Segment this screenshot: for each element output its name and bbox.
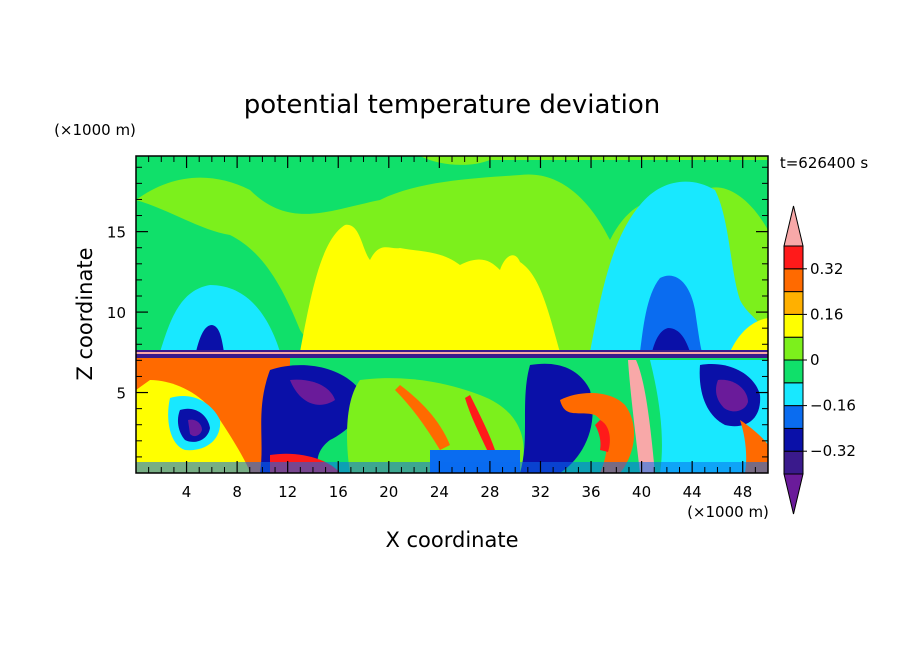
field-region-center-purple (290, 379, 335, 405)
x-tick-label: 24 (430, 483, 449, 501)
field-region-left-cyan (160, 285, 280, 352)
field-region-right-blue (640, 275, 702, 352)
colorbar-swatch (783, 245, 804, 270)
x-tick-label: 40 (632, 483, 651, 501)
x-tick-label: 4 (182, 483, 192, 501)
colorbar-swatch (783, 313, 804, 338)
y-tick-label: 10 (107, 304, 126, 322)
field-eddy-right-purple (716, 379, 748, 412)
colorbar-swatch (783, 382, 804, 407)
field-eddy-right-orange (560, 393, 635, 473)
colorbar-label: 0.32 (810, 260, 843, 278)
y-unit-label: (×1000 m) (54, 121, 136, 139)
colorbar-swatch (783, 427, 804, 452)
field-streak-1 (395, 385, 450, 450)
colorbar: 0.32 0.16 0 −0.16 −0.32 (783, 205, 856, 515)
time-label: t=626400 s (780, 154, 868, 172)
field-region-right-yellow (730, 318, 768, 352)
x-tick-label: 44 (683, 483, 702, 501)
field-streak-2 (465, 395, 495, 452)
y-axis-label: Z coordinate (73, 247, 97, 380)
x-tick-label: 28 (480, 483, 499, 501)
field-interface-pink (136, 352, 768, 354)
colorbar-swatch (783, 405, 804, 429)
field-region-mid-blue (520, 363, 593, 473)
x-tick-label: 20 (379, 483, 398, 501)
x-tick-label: 12 (278, 483, 297, 501)
x-axis-ticks: 4 8 12 16 20 24 28 32 36 40 44 48 (148, 156, 756, 501)
field-region-right-orange (740, 420, 768, 473)
colorbar-label: −0.32 (810, 442, 856, 460)
field-region-yellow-plume (300, 224, 560, 352)
field-region-left-blue (196, 325, 224, 352)
colorbar-swatch (783, 291, 804, 315)
y-axis-ticks: 5 10 15 (107, 166, 768, 458)
x-tick-label: 8 (232, 483, 242, 501)
colorbar-extend-high (783, 205, 804, 247)
x-tick-label: 48 (733, 483, 752, 501)
x-axis-label: X coordinate (385, 528, 518, 552)
field-region-right-cyan (590, 181, 768, 352)
colorbar-label: −0.16 (810, 397, 856, 415)
field-region-top-green (136, 156, 768, 240)
colorbar-swatch (783, 268, 804, 293)
chart-title: potential temperature deviation (244, 90, 660, 120)
colorbar-label: 0 (810, 351, 820, 369)
colorbar-swatch (783, 359, 804, 384)
field-region-center-blue (260, 365, 363, 473)
x-unit-label: (×1000 m) (687, 503, 769, 521)
x-tick-label: 32 (531, 483, 550, 501)
colorbar-swatch (783, 450, 804, 475)
field-column-pink (628, 360, 655, 473)
y-tick-label: 15 (107, 224, 126, 242)
colorbar-swatch (783, 336, 804, 361)
field-region-right-darkblue (652, 328, 690, 352)
x-tick-label: 36 (581, 483, 600, 501)
y-tick-label: 5 (116, 385, 126, 403)
colorbar-extend-low (783, 473, 804, 515)
field-eddy-left-purple (188, 419, 202, 437)
plot-field (136, 156, 768, 473)
x-tick-label: 16 (329, 483, 348, 501)
field-eddy-right-red (595, 420, 610, 452)
colorbar-label: 0.16 (810, 305, 843, 323)
